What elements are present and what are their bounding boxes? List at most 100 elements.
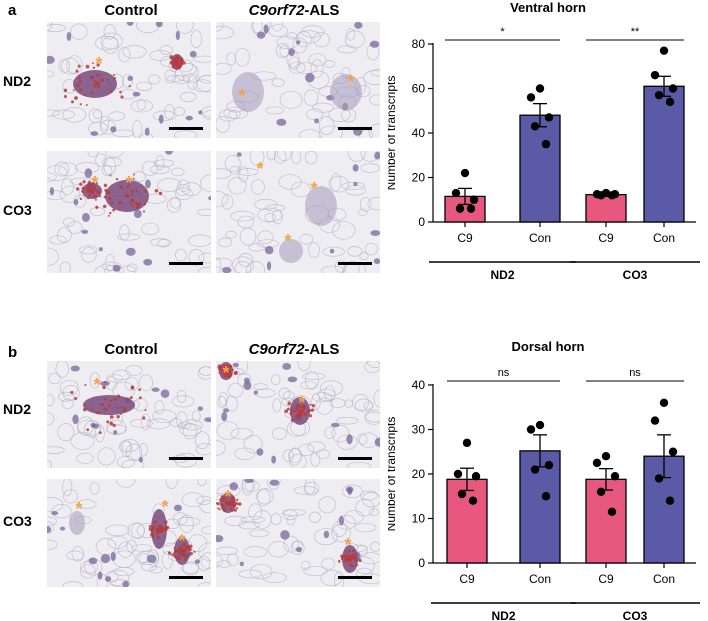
nucleus bbox=[125, 247, 136, 256]
nucleus bbox=[146, 554, 157, 563]
neuropil-mesh bbox=[137, 99, 146, 111]
transcript-dot bbox=[92, 62, 94, 65]
neuropil-mesh bbox=[248, 243, 265, 252]
transcript-dot bbox=[179, 546, 183, 550]
transcript-dot bbox=[223, 496, 228, 500]
micrograph-b-control-co3: * * * bbox=[47, 479, 211, 587]
neuropil-mesh bbox=[47, 165, 68, 182]
tissue-texture: ** bbox=[216, 361, 380, 468]
neuropil-mesh bbox=[201, 525, 211, 535]
transcript-dot bbox=[227, 375, 230, 379]
neuropil-mesh bbox=[197, 208, 211, 216]
neuropil-mesh bbox=[169, 196, 181, 209]
transcript-dot bbox=[151, 526, 154, 529]
neuropil-mesh bbox=[99, 119, 116, 135]
transcript-dot bbox=[171, 554, 174, 556]
neuropil-mesh bbox=[226, 553, 239, 566]
cell-body bbox=[73, 70, 117, 98]
neuropil-mesh bbox=[216, 421, 240, 440]
nucleus bbox=[158, 114, 164, 124]
neuropil-mesh bbox=[80, 247, 97, 263]
data-point bbox=[453, 469, 463, 479]
gene-suffix: -ALS bbox=[304, 341, 340, 358]
nucleus bbox=[276, 118, 287, 126]
transcript-dot bbox=[130, 199, 134, 203]
neuropil-mesh bbox=[354, 523, 377, 533]
transcript-dot bbox=[130, 203, 133, 207]
transcript-dot bbox=[218, 367, 222, 372]
neuropil-mesh bbox=[130, 99, 154, 113]
nucleus bbox=[288, 48, 295, 57]
data-point bbox=[596, 191, 606, 200]
transcript-dot bbox=[348, 557, 351, 560]
asterisk-marker: * bbox=[256, 159, 263, 179]
nucleus bbox=[66, 31, 72, 41]
tissue-background bbox=[216, 479, 380, 587]
transcript-dot bbox=[183, 549, 187, 553]
transcript-dot bbox=[158, 191, 163, 196]
transcript-dot bbox=[169, 56, 172, 59]
neuropil-mesh bbox=[303, 89, 319, 107]
neuropil-mesh bbox=[105, 253, 115, 272]
y-tick-label: 60 bbox=[412, 82, 426, 96]
y-tick-label: 40 bbox=[412, 378, 426, 392]
nucleus bbox=[90, 422, 96, 428]
neuropil-mesh bbox=[216, 257, 233, 269]
neuropil-mesh bbox=[322, 246, 345, 257]
nucleus bbox=[145, 179, 151, 189]
transcript-dot bbox=[218, 371, 221, 374]
neuropil-mesh bbox=[149, 566, 163, 574]
transcript-dot bbox=[103, 397, 107, 401]
asterisk-marker: * bbox=[222, 363, 229, 383]
nucleus bbox=[59, 526, 66, 531]
transcript-dot bbox=[289, 412, 293, 416]
transcript-dot bbox=[287, 401, 292, 406]
neuropil-mesh bbox=[112, 129, 135, 138]
nucleus bbox=[346, 434, 353, 445]
transcript-dot bbox=[154, 188, 159, 193]
neuropil-mesh bbox=[102, 157, 123, 167]
data-point bbox=[455, 204, 465, 213]
nucleus bbox=[113, 430, 118, 435]
y-tick-label: 10 bbox=[412, 512, 426, 526]
neuropil-mesh bbox=[363, 70, 380, 86]
neuropil-mesh bbox=[297, 30, 321, 44]
cell-body bbox=[69, 511, 85, 535]
transcript-dot bbox=[136, 205, 140, 209]
transcript-dot bbox=[91, 190, 94, 193]
transcript-dot bbox=[76, 84, 80, 88]
neuropil-mesh bbox=[318, 116, 335, 135]
y-tick-label: 20 bbox=[412, 171, 426, 185]
transcript-dot bbox=[185, 546, 188, 549]
transcript-dot bbox=[119, 406, 122, 409]
neuropil-mesh bbox=[362, 492, 380, 508]
neuropil-mesh bbox=[288, 56, 301, 70]
neuropil-mesh bbox=[216, 62, 232, 75]
neuropil-mesh bbox=[57, 423, 75, 442]
gene-name: C9orf72 bbox=[248, 341, 305, 358]
neuropil-mesh bbox=[76, 499, 97, 509]
transcript-dot bbox=[183, 553, 188, 557]
nucleus bbox=[287, 376, 298, 383]
transcript-dot bbox=[180, 57, 183, 60]
neuropil-mesh bbox=[310, 452, 321, 467]
neuropil-mesh bbox=[76, 452, 94, 464]
transcript-dot bbox=[229, 374, 233, 377]
nucleus bbox=[296, 40, 301, 45]
transcript-dot bbox=[91, 75, 95, 79]
neuropil-mesh bbox=[197, 366, 211, 380]
transcript-dot bbox=[142, 210, 146, 213]
micrograph-a-als-co3: * * * bbox=[216, 151, 380, 273]
neuropil-mesh bbox=[47, 539, 58, 550]
transcript-dot bbox=[63, 94, 67, 99]
scale-bar bbox=[338, 127, 372, 130]
asterisk-marker: * bbox=[310, 179, 317, 199]
transcript-dot bbox=[298, 409, 302, 413]
transcript-dot bbox=[236, 498, 239, 502]
asterisk-marker: * bbox=[75, 499, 82, 519]
neuropil-mesh bbox=[279, 90, 303, 109]
neuropil-mesh bbox=[341, 484, 363, 499]
transcript-dot bbox=[88, 180, 91, 183]
transcript-dot bbox=[179, 59, 183, 63]
nucleus bbox=[72, 414, 79, 425]
